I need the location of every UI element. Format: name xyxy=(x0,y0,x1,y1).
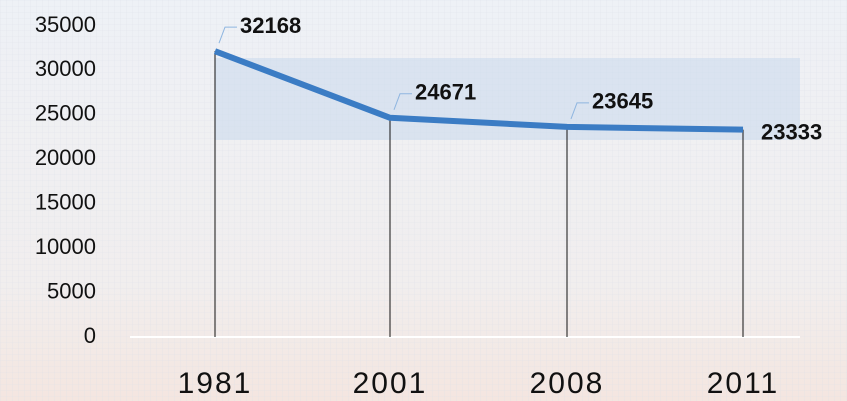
label-leader xyxy=(393,93,412,110)
y-tick-label: 5000 xyxy=(47,278,96,303)
data-label: 24671 xyxy=(415,80,476,105)
label-leader xyxy=(218,26,237,44)
data-label: 23333 xyxy=(761,119,822,144)
y-tick-label: 10000 xyxy=(35,234,96,259)
y-tick-label: 15000 xyxy=(35,190,96,215)
data-label: 23645 xyxy=(592,89,653,114)
x-tick-label: 1981 xyxy=(178,367,253,400)
y-tick-label: 30000 xyxy=(35,56,96,81)
x-tick-label: 2008 xyxy=(530,367,605,400)
y-tick-label: 20000 xyxy=(35,145,96,170)
label-leader xyxy=(570,102,589,120)
y-tick-label: 25000 xyxy=(35,101,96,126)
x-tick-label: 2001 xyxy=(353,367,428,400)
data-label: 32168 xyxy=(240,13,301,38)
y-tick-label: 0 xyxy=(84,323,96,348)
line xyxy=(213,48,744,133)
y-tick-label: 35000 xyxy=(35,12,96,37)
x-tick-label: 2011 xyxy=(707,367,780,400)
